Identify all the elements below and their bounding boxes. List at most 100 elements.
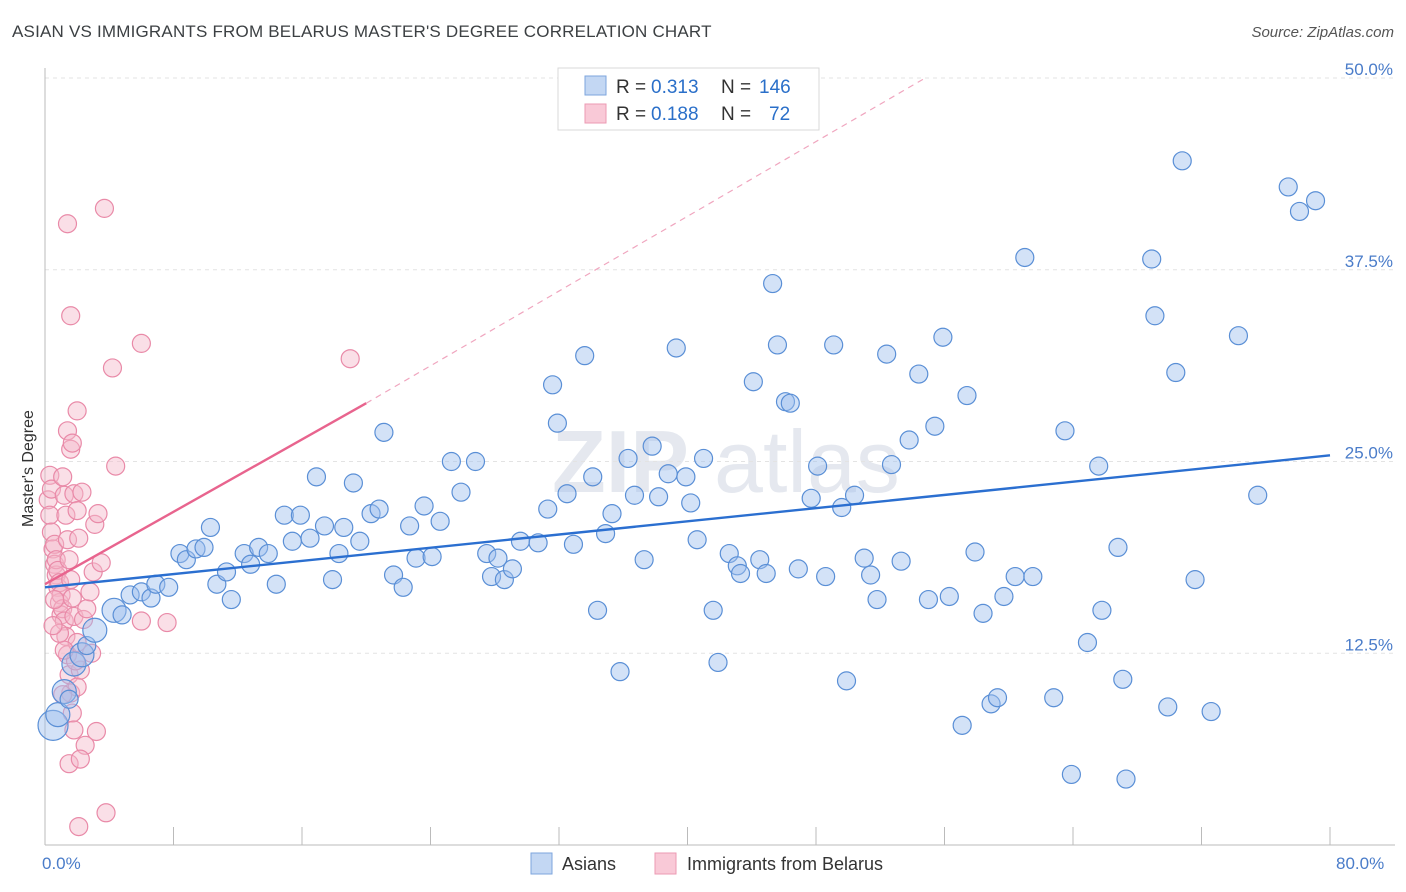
asian-point [1201,701,1221,722]
asian-point [658,464,678,484]
asian-point [430,511,450,531]
y-tick-label: 12.5% [1345,635,1393,654]
belarus-point [45,589,65,610]
asian-point [510,531,531,551]
asian-point [266,574,286,594]
asian-point [274,505,294,525]
asian-point [1289,201,1310,222]
asian-point [200,517,221,538]
asian-point [1145,306,1165,326]
asian-point [727,556,747,576]
asian-point [343,473,363,493]
asian-point [547,413,567,433]
asian-point [987,688,1008,708]
asian-point [45,702,71,728]
belarus-point [80,582,100,602]
asian-point [334,517,354,538]
asian-point [1061,764,1081,785]
asian-point [925,416,945,436]
legend-r-value-asians: 0.313 [651,77,699,98]
asian-point [234,543,254,564]
asian-point [414,496,434,516]
asian-point [216,562,237,582]
legend-n-value-asians: 146 [759,77,791,98]
asian-point [494,570,514,590]
asian-point [374,422,394,442]
asian-point [350,531,370,551]
asian-point [703,600,723,620]
belarus-point [86,721,107,742]
asian-point [186,539,206,559]
asian-point [59,689,79,709]
asian-point [952,715,972,735]
legend-n-label-belarus: N = [721,104,751,125]
asian-point [824,335,844,355]
belarus-point [57,421,78,441]
belarus-point [61,306,81,326]
belarus-point [85,514,105,534]
asian-point [393,577,413,597]
asian-point [1113,669,1133,689]
asian-point [542,375,563,395]
correlation-legend: R = 0.313 N = 146 R = 0.188 N = 72 [557,67,820,131]
asian-point [587,600,608,620]
asian-point [816,566,836,587]
belarus-trendline-extension [365,77,926,404]
asian-point [1278,177,1298,197]
belarus-point [54,611,74,631]
asian-point [844,485,865,505]
asian-point [1092,600,1112,620]
belarus-point [340,349,360,369]
belarus-point [73,609,94,630]
asian-point [1005,566,1025,587]
belarus-point [57,214,78,234]
belarus-point [59,550,79,570]
bottom-legend-swatch-asians [530,852,553,875]
asian-point [502,559,523,579]
belarus-point [96,803,116,823]
bottom-legend-swatch-belarus [654,852,677,875]
asian-point [1089,456,1109,476]
asian-points [37,151,1326,789]
x-tick-label-min: 0.0% [42,854,81,873]
belarus-point [67,500,87,521]
bottom-legend-label-belarus: Immigrants from Belarus [687,854,883,874]
belarus-point [61,439,81,459]
asian-point [258,543,278,564]
asian-point [1248,485,1268,505]
belarus-point [77,599,97,619]
asian-point [1185,570,1205,590]
asian-point [642,436,662,456]
asian-point [488,548,508,568]
series-legend: Asians Immigrants from Belarus [530,852,883,875]
asian-point [194,537,214,558]
asian-point [241,554,261,574]
belarus-point [102,358,123,378]
asian-point [159,577,179,597]
asian-point [939,586,959,607]
asian-point [1023,566,1043,587]
asian-point [282,531,302,551]
y-tick-label: 37.5% [1345,252,1393,271]
belarus-point [131,611,151,631]
belarus-point [59,754,79,774]
belarus-point [41,522,62,542]
asian-point [624,485,645,505]
asian-point [756,563,776,584]
asian-point [1228,326,1249,346]
asian-point [788,559,808,579]
asian-point [329,543,349,564]
asian-point [676,467,696,487]
bottom-legend-label-asians: Asians [562,854,616,874]
asian-point [918,589,939,610]
asian-point [693,448,714,469]
belarus-point [94,198,115,218]
asian-point [583,467,603,487]
trendlines [44,77,1331,589]
asian-point [575,346,595,366]
asian-point [176,550,196,570]
asian-point [891,551,911,571]
legend-swatch-asians [584,75,607,96]
legend-r-value-belarus: 0.188 [651,104,699,125]
asian-point [422,547,442,567]
